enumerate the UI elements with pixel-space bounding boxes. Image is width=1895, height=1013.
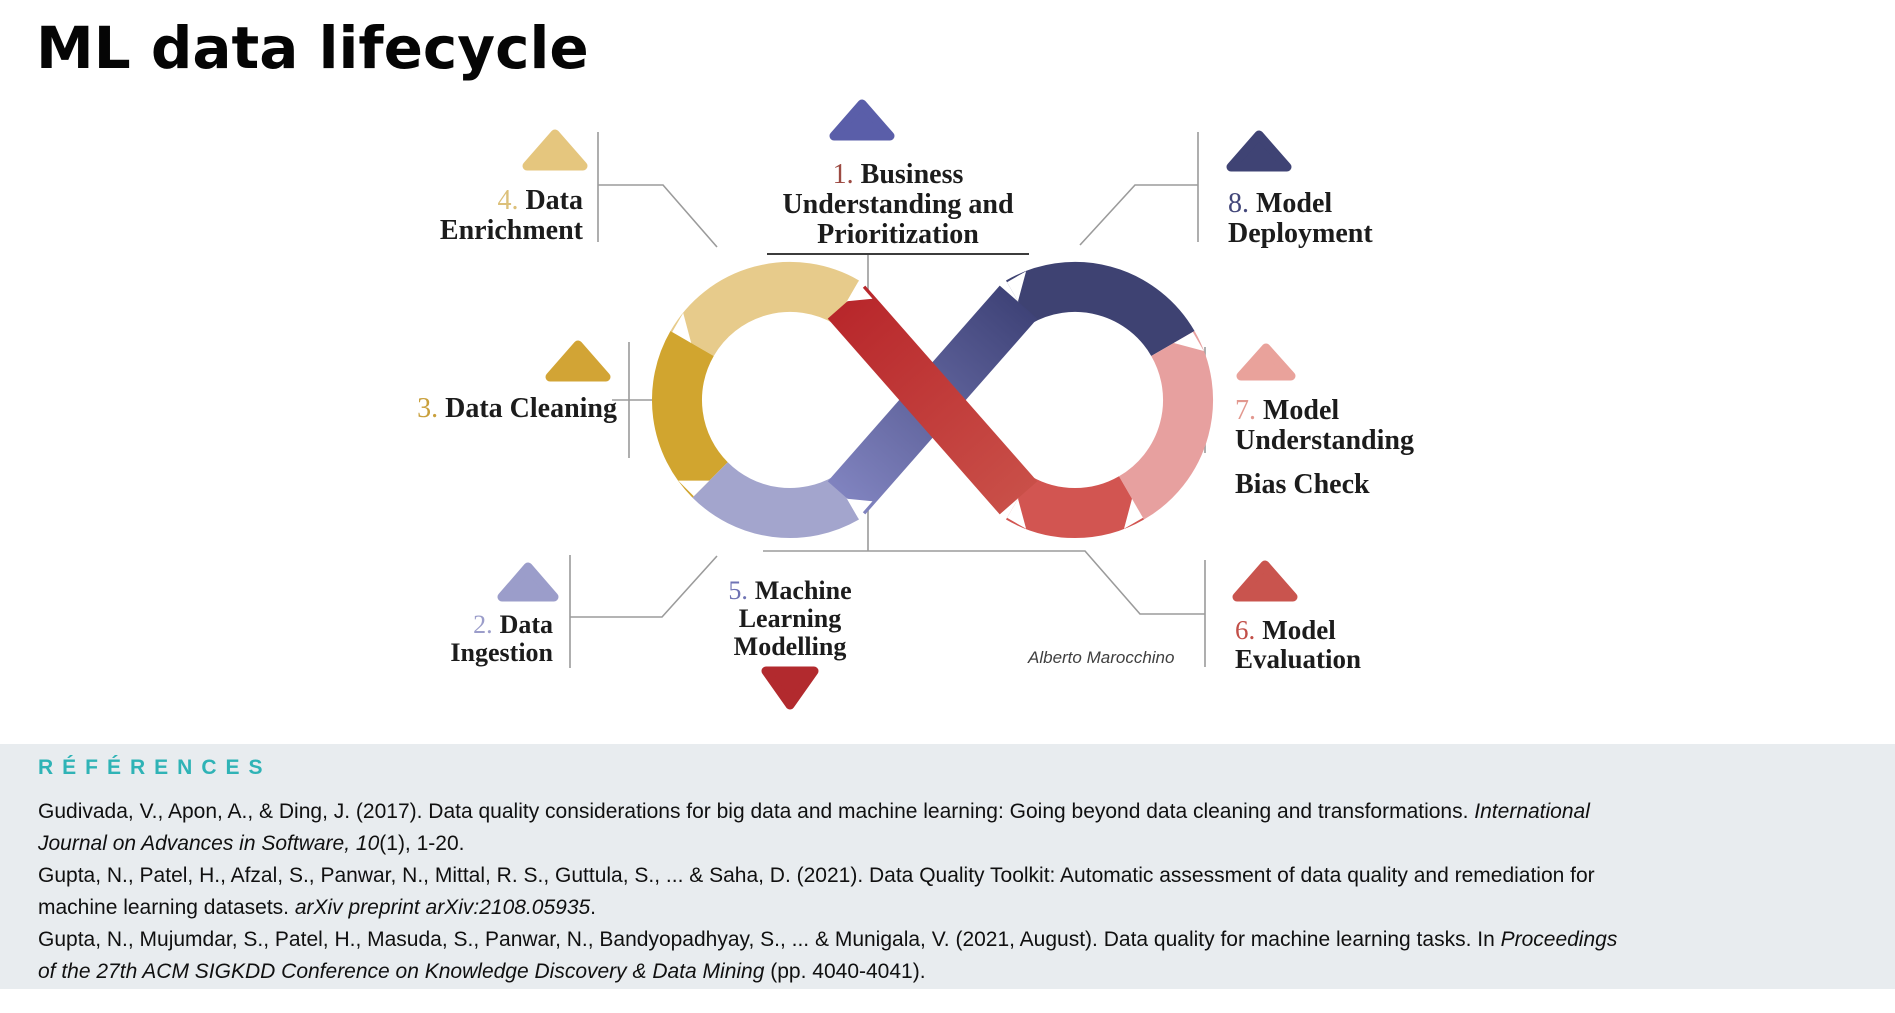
- stage-6-triangle: [1232, 560, 1298, 602]
- stage-number: 7.: [1235, 395, 1256, 426]
- arc-bias-check: [1118, 331, 1214, 520]
- page-title: ML data lifecycle: [36, 14, 589, 82]
- stage-number: 3.: [417, 393, 439, 424]
- stage-number: 5.: [728, 576, 748, 605]
- stage-number: 6.: [1235, 615, 1256, 645]
- stage-number: 4.: [497, 185, 519, 216]
- stage-label-data-cleaning: 3. Data Cleaning: [417, 393, 617, 424]
- stage-3-triangle: [545, 340, 611, 382]
- arc-model-deployment: [1006, 261, 1195, 357]
- ml-lifecycle-diagram: 1. Business Understanding and Prioritizat…: [417, 99, 1414, 710]
- band-red: [827, 285, 1038, 515]
- stage-number: 8.: [1228, 188, 1249, 219]
- stage-triangles: [497, 99, 1298, 710]
- infinity-loop-graphic: [497, 99, 1298, 710]
- stage-label-business-understanding: 1. Business Understanding and Prioritizat…: [767, 160, 1029, 255]
- stage-label-model-deployment: 8. Model Deployment: [1228, 188, 1373, 249]
- stage-label-data-enrichment: 4. Data Enrichment: [439, 185, 583, 246]
- stage-1-triangle: [829, 99, 895, 141]
- reference-citation: Gupta, N., Mujumdar, S., Patel, H., Masu…: [38, 928, 1618, 983]
- arc-data-ingestion: [692, 461, 859, 539]
- arc-data-cleaning: [651, 331, 729, 498]
- stage-label-data-ingestion: 2. Data Ingestion: [450, 610, 553, 667]
- infinity-loop-arcs: [651, 261, 1214, 539]
- reference-citation: Gupta, N., Patel, H., Afzal, S., Panwar,…: [38, 864, 1595, 919]
- references-list: Gudivada, V., Apon, A., & Ding, J. (2017…: [38, 796, 1868, 988]
- arc-model-evaluation: [1006, 475, 1144, 539]
- stage-4-triangle: [522, 129, 588, 171]
- author-credit: Alberto Marocchino: [1028, 648, 1175, 667]
- reference-citation: Gudivada, V., Apon, A., & Ding, J. (2017…: [38, 800, 1590, 855]
- arc-data-enrichment: [670, 261, 859, 357]
- stage-2-triangle: [497, 562, 559, 602]
- stage-label-model-understanding: 7. Model Understanding Bias Check: [1235, 395, 1414, 500]
- stage-label-model-evaluation: 6. Model Evaluation: [1235, 615, 1362, 674]
- stage-8-triangle: [1226, 130, 1292, 172]
- references-heading: RÉFÉRENCES: [38, 756, 272, 779]
- stage-number: 2.: [473, 610, 493, 639]
- junction-notches: [672, 271, 1204, 529]
- references-section: RÉFÉRENCES Gudivada, V., Apon, A., & Din…: [0, 744, 1895, 989]
- stage-5-triangle: [761, 666, 819, 710]
- stage-7-triangle: [1236, 343, 1296, 381]
- stage-label-ml-modelling: 5. Machine Learning Modelling: [728, 576, 852, 661]
- stage-number: 1.: [832, 159, 854, 190]
